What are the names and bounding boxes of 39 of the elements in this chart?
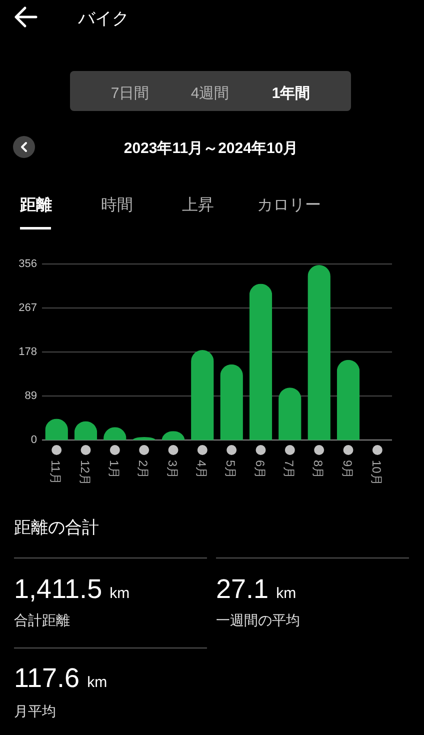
text: 月平均 [14,703,56,719]
text: 一週間の平均 [216,612,300,628]
bar [278,388,302,440]
chart-subtitle: 2023年11月～2024年10月 [124,140,298,157]
y-tick-label: 356 [18,258,37,270]
x-tick-label: 9月 [340,460,354,479]
y-tick-label: 178 [18,346,37,358]
text: カロリー [257,197,321,214]
text: 1,411.5 km [14,574,130,604]
x-tick-label: 10月 [369,460,384,486]
x-tick-label: 11月 [48,460,63,484]
x-tick-label: 8月 [311,460,326,479]
text: 上昇 [182,196,214,214]
text: 距離の合計 [14,518,99,537]
y-tick-label: 89 [24,390,37,402]
text: 距離 [19,196,52,214]
y-tick-label: 267 [18,302,37,314]
x-tick-label: 1月 [106,460,121,479]
x-tick-label: 5月 [224,460,238,479]
bar [249,284,272,440]
chart-title: バイク [77,9,129,28]
x-tick-label: 4月 [194,460,208,479]
x-tick-label: 6月 [252,460,267,479]
x-tick-label: 3月 [165,460,180,479]
bar [336,360,360,440]
x-tick-label: 2月 [136,460,150,479]
text: 7日間 [110,85,150,102]
text: 4週間 [190,85,230,102]
bar [220,364,243,440]
text: 合計距離 [14,612,70,628]
text: 117.6 km [14,663,108,693]
text: 時間 [101,196,133,214]
x-tick-label: 12月 [78,460,92,486]
text: 1年間 [272,85,310,102]
x-tick-label: 7月 [282,460,296,479]
y-tick-label: 0 [30,434,37,446]
bar [191,350,214,440]
bar [308,265,330,440]
text: 27.1 km [216,574,296,604]
